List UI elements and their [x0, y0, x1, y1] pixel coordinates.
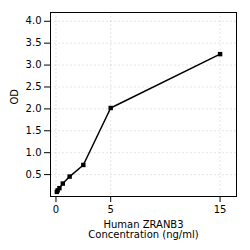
svg-text:1.5: 1.5 — [26, 125, 42, 136]
svg-text:0.5: 0.5 — [26, 169, 42, 180]
svg-text:3.0: 3.0 — [26, 59, 42, 70]
svg-text:2.0: 2.0 — [26, 103, 42, 114]
svg-text:1.0: 1.0 — [26, 147, 42, 158]
svg-text:Human ZRANB3Concentration (ng/: Human ZRANB3Concentration (ng/ml) — [88, 219, 198, 240]
svg-text:0: 0 — [53, 204, 59, 215]
svg-text:15: 15 — [214, 204, 227, 215]
svg-text:3.5: 3.5 — [26, 37, 42, 48]
svg-text:2.5: 2.5 — [26, 81, 42, 92]
svg-text:5: 5 — [107, 204, 113, 215]
svg-text:OD: OD — [9, 89, 20, 105]
svg-text:4.0: 4.0 — [26, 15, 42, 26]
